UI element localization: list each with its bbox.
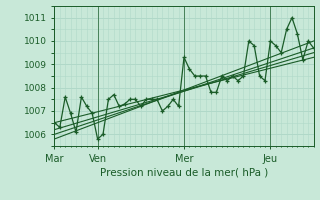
X-axis label: Pression niveau de la mer( hPa ): Pression niveau de la mer( hPa ): [100, 168, 268, 178]
